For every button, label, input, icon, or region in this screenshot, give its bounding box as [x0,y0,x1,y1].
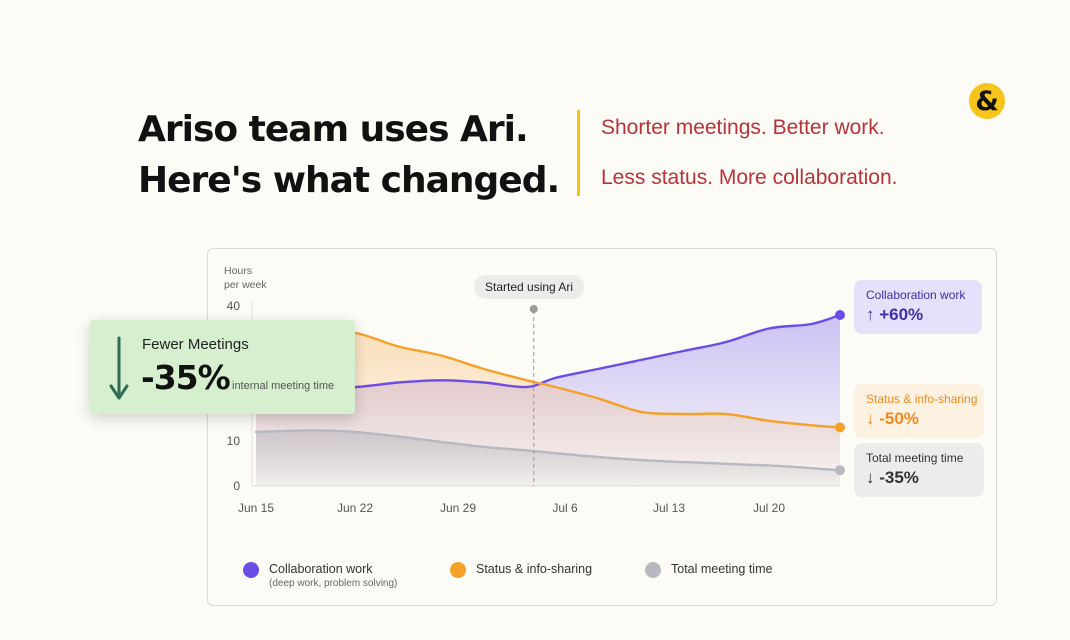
x-tick-label: Jun 22 [337,501,373,515]
legend-label-collab: Collaboration work [269,562,373,576]
x-tick-label: Jul 6 [552,501,578,515]
legend-item-collab: Collaboration work (deep work, problem s… [243,562,397,589]
legend-item-status: Status & info-sharing [450,562,592,578]
svg-text:&: & [975,86,999,117]
line-total [254,429,842,472]
y-axis-label: Hours per week [224,264,267,292]
legend-dot-status [450,562,466,578]
down-arrow-icon [109,336,129,400]
legend-label-status: Status & info-sharing [476,562,593,576]
x-tick-label: Jul 20 [753,501,785,515]
accent-divider [577,110,580,196]
total-annotation-value: ↓ -35% [866,468,919,487]
legend-dot-collab [243,562,259,578]
callout-value: -35% [141,358,231,397]
started-marker-label: Started using Ari [474,275,585,299]
status-annotation-title: Status & info-sharing [866,392,978,406]
collab-annotation: Collaboration work ↑ +60% [854,280,982,334]
tagline-2: Less status. More collaboration. [601,166,898,189]
line-status [254,322,842,429]
collab-annotation-value: ↑ +60% [866,305,924,324]
legend-item-total: Total meeting time [645,562,772,578]
y-axis-label-line-2: per week [224,279,267,291]
status-annotation-value: ↓ -50% [866,409,919,428]
headline-line-2: Here's what changed. [138,160,560,201]
fewer-meetings-callout: Fewer Meetings -35% internal meeting tim… [90,320,355,414]
x-tick-label: Jun 29 [440,501,476,515]
tagline-1: Shorter meetings. Better work. [601,116,885,139]
headline-line-1: Ariso team uses Ari. [138,109,529,150]
started-marker-dot [529,305,538,313]
legend-label-total: Total meeting time [671,562,773,576]
end-point-collab [835,310,845,320]
area-total [256,430,840,486]
line-collab [254,313,842,391]
legend-dot-total [645,562,661,578]
ampersand-logo-icon: & [969,83,1005,119]
y-tick-label: 0 [233,479,240,493]
x-tick-label: Jun 15 [238,501,274,515]
end-point-status [835,422,845,433]
end-point-total [835,465,845,476]
collab-annotation-title: Collaboration work [866,288,966,302]
total-annotation-title: Total meeting time [866,451,964,465]
callout-title: Fewer Meetings [142,336,249,353]
headline: Ariso team uses Ari. Here's what changed… [138,104,568,206]
status-annotation: Status & info-sharing ↓ -50% [854,384,984,438]
y-axis-label-line-1: Hours [224,265,253,277]
y-tick-label: 40 [227,299,241,313]
y-tick-label: 10 [227,434,241,448]
callout-subtitle: internal meeting time [232,380,335,392]
x-tick-label: Jul 13 [653,501,685,515]
total-annotation: Total meeting time ↓ -35% [854,443,984,497]
legend-sublabel-collab: (deep work, problem solving) [269,578,398,589]
